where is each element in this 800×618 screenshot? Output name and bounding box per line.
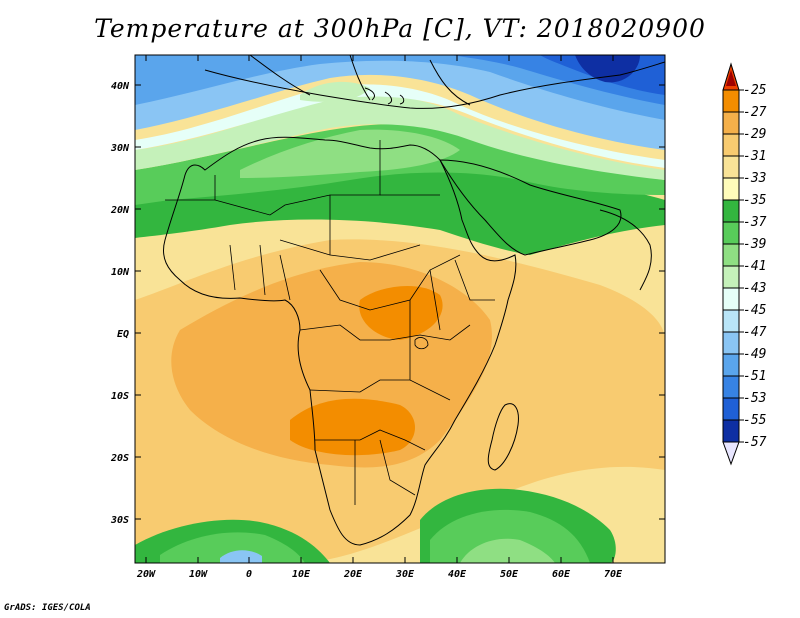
lat-label: 40N <box>111 81 130 92</box>
colorbar-swatch <box>722 265 740 289</box>
colorbar-label: -55 <box>743 413 767 428</box>
band-cool-43 <box>135 95 665 180</box>
colorbar-swatch <box>722 199 740 223</box>
colorbar-swatch <box>722 331 740 355</box>
colorbar-label: -29 <box>743 127 766 142</box>
band-south-sw-39 <box>160 532 305 563</box>
colorbar-swatch <box>722 133 740 157</box>
border-8 <box>409 259 495 380</box>
colorbar-swatch <box>722 419 740 443</box>
colorbar-bottom-arrow <box>722 441 740 466</box>
arabia-outline <box>439 159 622 256</box>
colorbar-label: -35 <box>743 193 767 208</box>
colorbar-swatch <box>722 309 740 333</box>
lat-label: 10S <box>111 391 129 402</box>
border-7 <box>315 429 426 505</box>
band-light-north <box>300 81 370 102</box>
colorbar-swatch <box>722 353 740 377</box>
band-cool-55 <box>575 55 640 83</box>
colorbar-swatch <box>722 397 740 421</box>
lon-label: 10W <box>189 569 208 580</box>
colorbar: -25 -27 -29 -31 -33 -35 -37 -39 -41 -43 -45 -47 -49 -… <box>722 62 767 466</box>
colorbar-swatch <box>722 243 740 267</box>
lon-label: 70E <box>604 569 623 580</box>
band-warm-27 <box>290 398 415 456</box>
lat-label: EQ <box>117 329 129 340</box>
lon-label: 0 <box>246 569 252 580</box>
colorbar-label: -37 <box>743 215 767 230</box>
madagascar-outline <box>487 403 519 471</box>
colorbar-label: -41 <box>743 259 766 274</box>
border-3 <box>229 244 291 301</box>
india-outline <box>599 209 652 291</box>
band-cool-41 <box>240 129 460 178</box>
colorbar-swatch <box>722 375 740 399</box>
europe-outline-2 <box>249 55 471 106</box>
band-warm-27b <box>359 285 443 340</box>
plot-frame <box>134 54 666 564</box>
colorbar-label: -31 <box>743 149 766 164</box>
lat-label: 20N <box>110 205 130 216</box>
colorbar-label: -49 <box>743 347 766 362</box>
border-4 <box>319 254 461 311</box>
lon-label: 30E <box>395 569 415 580</box>
europe-outline <box>204 61 665 109</box>
band-south-sw-45 <box>220 550 262 563</box>
lake-victoria <box>414 337 429 350</box>
band-south-se-41 <box>460 538 555 563</box>
colorbar-swatch <box>722 155 740 179</box>
colorbar-swatch <box>722 221 740 245</box>
colorbar-swatch <box>722 111 740 135</box>
temperature-field <box>135 55 665 563</box>
border-5 <box>299 324 471 341</box>
lon-label: 40E <box>448 569 467 580</box>
colorbar-label: -25 <box>743 83 767 98</box>
country-borders <box>165 140 495 505</box>
grads-credit: GrADS: IGES/COLA <box>4 603 91 613</box>
colorbar-label: -57 <box>743 435 767 450</box>
lon-label: 20W <box>136 569 156 580</box>
colorbar-top-arrow-core <box>726 70 736 86</box>
lat-label: 10N <box>111 267 130 278</box>
colorbar-label: -39 <box>743 237 766 252</box>
colorbar-label: -51 <box>743 369 766 384</box>
axis-ticks <box>135 55 665 563</box>
colorbar-swatch <box>722 89 740 113</box>
coastlines <box>163 55 665 546</box>
border-1 <box>165 140 381 216</box>
africa-outline <box>163 136 517 546</box>
colorbar-label: -47 <box>743 325 767 340</box>
lon-label: 20E <box>343 569 363 580</box>
border-6 <box>309 379 451 401</box>
colorbar-swatch <box>722 287 740 311</box>
colorbar-label: -43 <box>743 281 766 296</box>
lon-label: 60E <box>552 569 571 580</box>
band-south-se-39 <box>430 509 590 563</box>
colorbar-label: -45 <box>743 303 767 318</box>
latitude-labels: 40N 30N 20N 10N EQ 10S 20S 30S <box>110 81 130 526</box>
colorbar-label: -53 <box>743 391 766 406</box>
band-cool-45 <box>135 84 665 168</box>
mediterranean-islands <box>364 87 405 105</box>
longitude-labels: 20W 10W 0 10E 20E 30E 40E 50E 60E 70E <box>136 569 623 580</box>
border-2 <box>279 194 440 261</box>
lat-label: 30S <box>110 515 129 526</box>
lon-label: 50E <box>500 569 519 580</box>
map-title: Temperature at 300hPa [C], VT: 201802090… <box>94 14 706 43</box>
lat-label: 20S <box>110 453 129 464</box>
colorbar-label: -27 <box>743 105 767 120</box>
colorbar-swatch <box>722 177 740 201</box>
lon-label: 10E <box>292 569 311 580</box>
lat-label: 30N <box>110 143 130 154</box>
colorbar-label: -33 <box>743 171 766 186</box>
